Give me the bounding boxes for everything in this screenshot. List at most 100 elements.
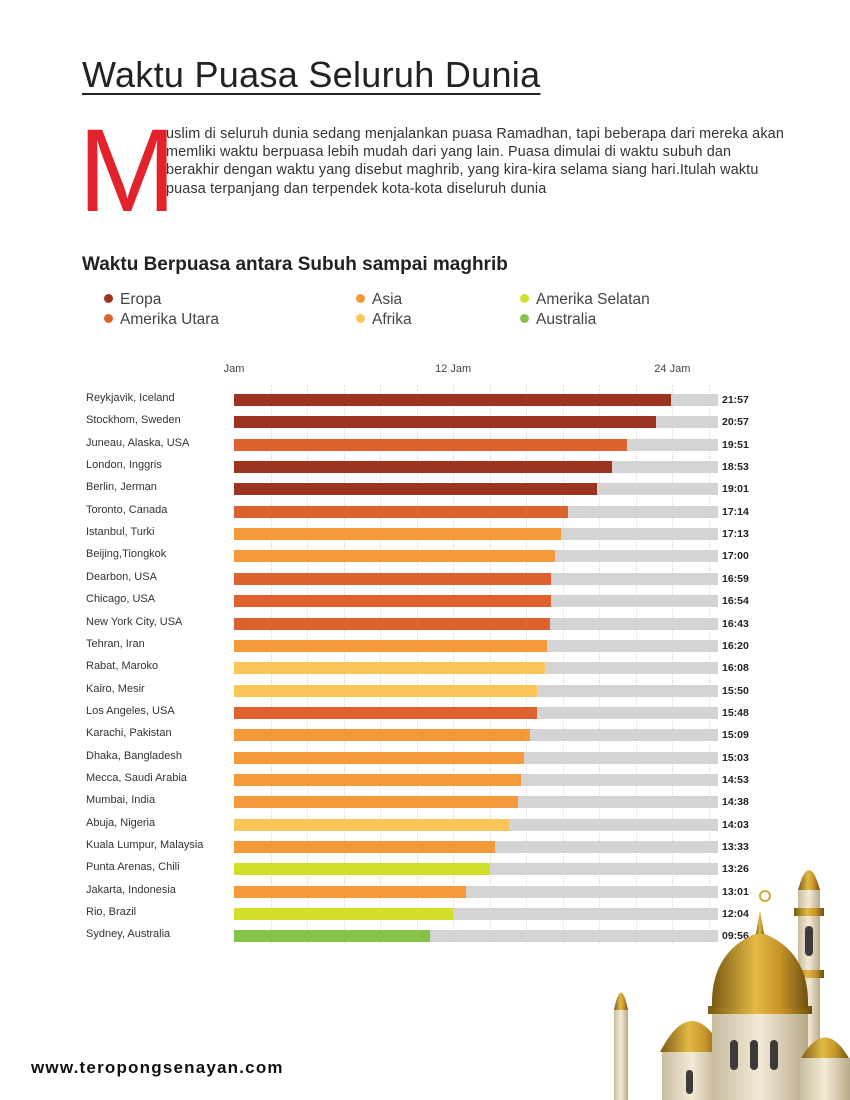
time-label: 16:54	[722, 595, 749, 608]
chart-row: Karachi, Pakistan 15:09	[0, 724, 850, 746]
chart-row: New York City, USA 16:43	[0, 613, 850, 635]
mosque-illustration	[614, 870, 850, 1100]
bar-track	[234, 751, 718, 764]
legend-item: Eropa	[104, 291, 161, 309]
city-label: Mecca, Saudi Arabia	[86, 771, 187, 784]
legend-dot	[356, 314, 365, 323]
time-label: 17:00	[722, 550, 749, 563]
bar	[234, 617, 550, 630]
legend-label: Asia	[372, 291, 403, 308]
bar	[234, 461, 613, 474]
city-label: Dearbon, USA	[86, 570, 157, 583]
intro-paragraph: uslim di seluruh dunia sedang menjalanka…	[166, 126, 784, 197]
bar	[234, 572, 551, 585]
bar-track	[234, 394, 718, 406]
time-label: 19:51	[722, 438, 749, 451]
bar-track	[234, 885, 718, 898]
time-label: 15:03	[722, 751, 749, 764]
chart-row: Berlin, Jerman 19:01	[0, 478, 850, 500]
bar	[234, 908, 454, 921]
time-label: 15:48	[722, 706, 749, 719]
city-label: Juneau, Alaska, USA	[86, 436, 190, 449]
bar	[234, 773, 521, 786]
city-label: Los Angeles, USA	[86, 704, 175, 717]
time-label: 20:57	[722, 416, 749, 429]
chart-row: London, Inggris 18:53	[0, 456, 850, 478]
legend-item: Australia	[520, 311, 596, 329]
time-label: 16:43	[722, 617, 749, 630]
bar	[234, 930, 431, 943]
bar-track	[234, 416, 718, 429]
bar-track	[234, 841, 718, 853]
bar	[234, 595, 551, 608]
chart-row: Sydney, Australia 09:56	[0, 925, 850, 947]
chart-row: Mecca, Saudi Arabia 14:53	[0, 769, 850, 791]
footer-url: www.teropongsenayan.com	[31, 1058, 284, 1077]
bar	[234, 394, 672, 406]
chart-row: Reykjavik, Iceland 21:57	[0, 389, 850, 411]
city-label: Dhaka, Bangladesh	[86, 749, 183, 762]
chart-row: Los Angeles, USA 15:48	[0, 702, 850, 724]
bar-track	[234, 773, 718, 786]
city-label: Rabat, Maroko	[86, 660, 159, 673]
legend-dot	[356, 294, 365, 303]
legend-label: Amerika Selatan	[536, 291, 650, 308]
city-label: Sydney, Australia	[86, 928, 171, 941]
city-label: Beijing,Tiongkok	[86, 548, 167, 561]
chart-row: Istanbul, Turki 17:13	[0, 523, 850, 545]
bar	[234, 729, 530, 742]
bar	[234, 863, 490, 876]
chart-row: Abuja, Nigeria 14:03	[0, 814, 850, 836]
bar	[234, 639, 548, 652]
time-label: 14:38	[722, 796, 749, 809]
legend-item: Asia	[356, 291, 402, 309]
time-label: 16:20	[722, 639, 749, 652]
time-label: 13:33	[722, 841, 749, 853]
time-label: 18:53	[722, 461, 749, 474]
chart-row: Beijing,Tiongkok 17:00	[0, 545, 850, 567]
time-label: 13:01	[722, 885, 749, 898]
time-label: 17:13	[722, 528, 749, 541]
bar	[234, 550, 556, 563]
axis-tick-label: Jam	[223, 363, 245, 375]
city-label: Kairo, Mesir	[86, 682, 145, 695]
bar-track	[234, 617, 718, 630]
chart-row: Kuala Lumpur, Malaysia 13:33	[0, 836, 850, 858]
city-label: Toronto, Canada	[86, 503, 168, 516]
bar	[234, 438, 627, 451]
bar-track	[234, 930, 718, 943]
bar-chart: Jam 12 Jam 24 Jam Reykjavik, Iceland 21:57 St…	[0, 355, 850, 955]
legend-item: Amerika Selatan	[520, 291, 650, 309]
legend-dot	[104, 294, 113, 303]
bar-track	[234, 729, 718, 742]
intro-dropcap: M	[78, 105, 177, 237]
legend-label: Australia	[536, 311, 597, 328]
city-label: Karachi, Pakistan	[86, 727, 172, 740]
bar-track	[234, 662, 718, 675]
legend-label: Eropa	[120, 291, 162, 308]
city-label: Jakarta, Indonesia	[86, 883, 176, 896]
chart-row: Punta Arenas, Chili 13:26	[0, 858, 850, 880]
time-label: 17:14	[722, 505, 749, 518]
legend-label: Afrika	[372, 311, 412, 328]
bar-track	[234, 572, 718, 585]
legend-dot	[520, 314, 529, 323]
city-label: Punta Arenas, Chili	[86, 861, 180, 874]
bar-track	[234, 908, 718, 921]
chart-row: Tehran, Iran 16:20	[0, 635, 850, 657]
time-label: 12:04	[722, 908, 749, 921]
bar	[234, 483, 598, 496]
bar	[234, 416, 656, 429]
bar	[234, 751, 525, 764]
bar	[234, 505, 569, 518]
chart-row: Rabat, Maroko 16:08	[0, 657, 850, 679]
bar-track	[234, 528, 718, 541]
chart-legend: Eropa Amerika Utara Asia Afrika Amerika Sela…	[104, 291, 704, 331]
chart-row: Kairo, Mesir 15:50	[0, 680, 850, 702]
city-label: New York City, USA	[86, 615, 183, 628]
chart-row: Rio, Brazil 12:04	[0, 903, 850, 925]
legend-dot	[104, 314, 113, 323]
bar-track	[234, 706, 718, 719]
city-label: Stockhom, Sweden	[86, 414, 181, 427]
chart-row: Toronto, Canada 17:14	[0, 501, 850, 523]
